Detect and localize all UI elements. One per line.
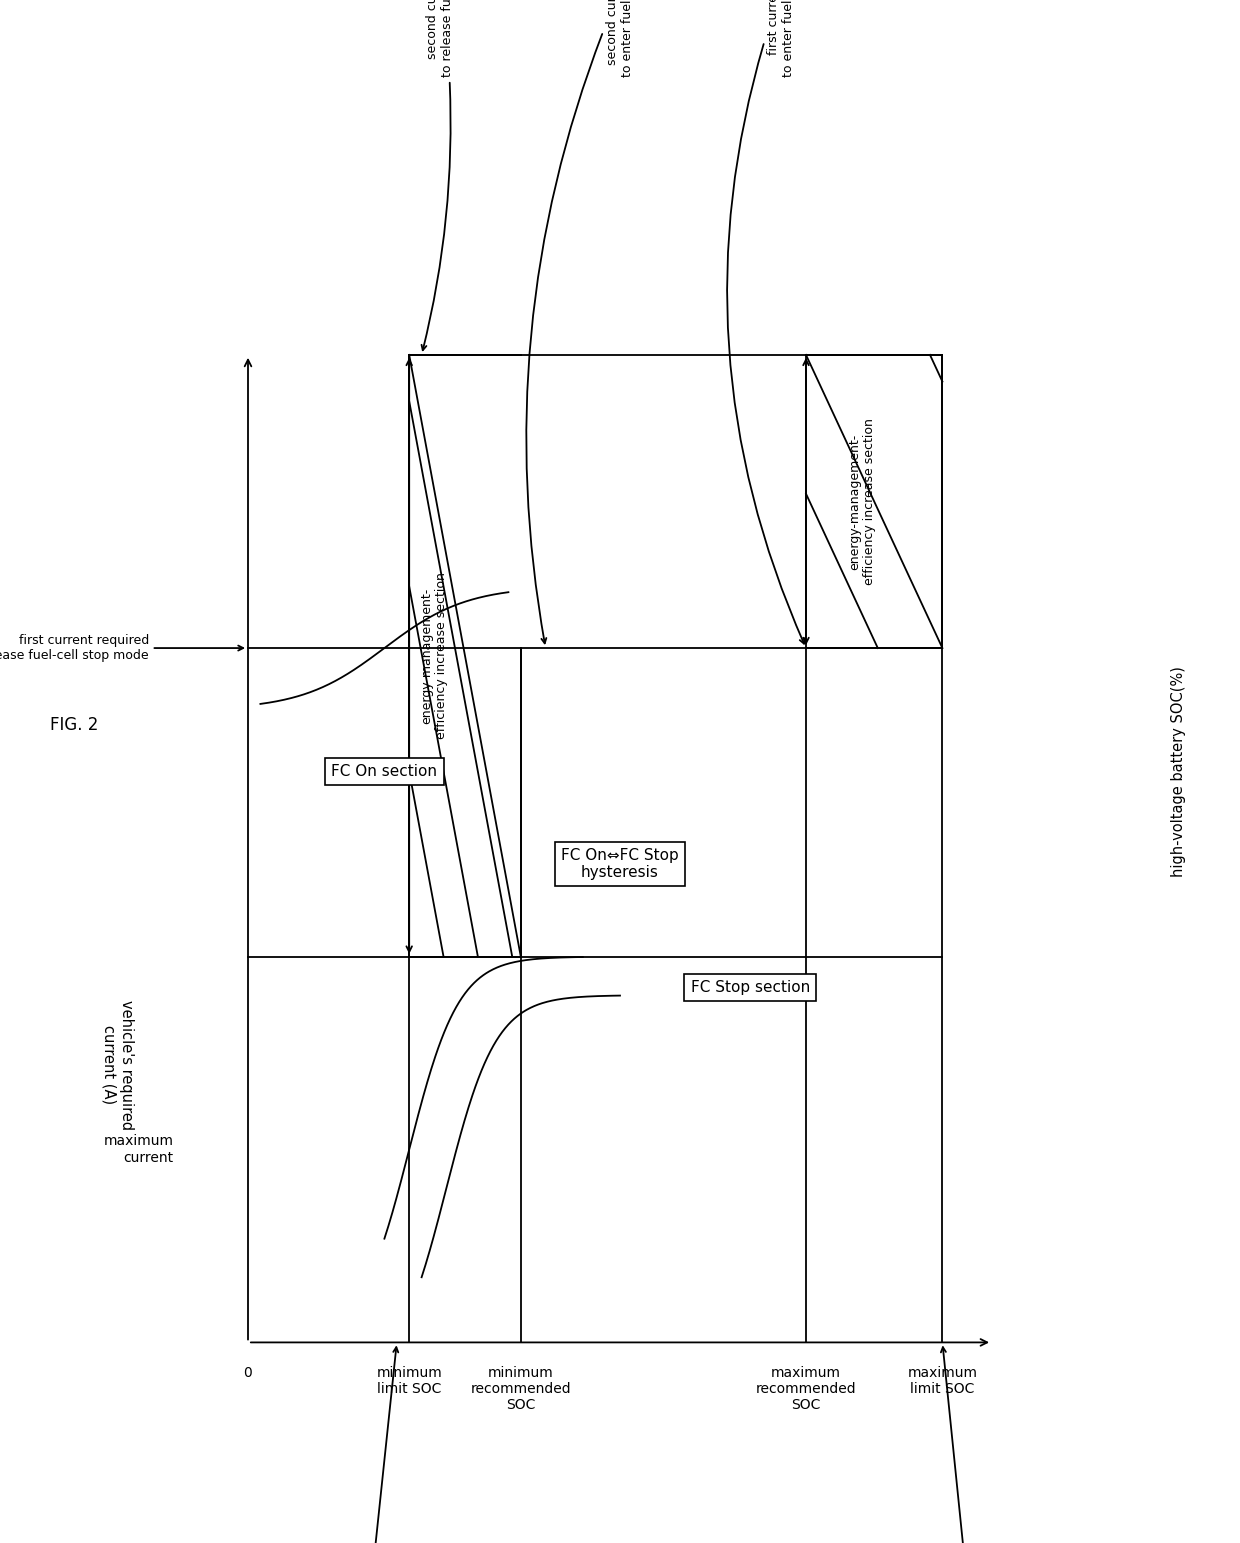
Text: first current required
to enter fuel-cell stop mode: first current required to enter fuel-cel… (727, 0, 805, 643)
Text: energy-management-
efficiency increase section: energy-management- efficiency increase s… (420, 572, 448, 739)
Text: second current required
to enter fuel-cell stop mode: second current required to enter fuel-ce… (526, 0, 634, 643)
Text: second current required
to release
fuel-cell stop mode: second current required to release fuel-… (339, 1347, 398, 1543)
Text: FIG. 2: FIG. 2 (50, 716, 98, 734)
Text: minimum
recommended
SOC: minimum recommended SOC (470, 1366, 572, 1412)
Text: second current required
to release fuel-cell stop mode: second current required to release fuel-… (422, 0, 454, 350)
Text: second current required
to enter fuel-cell stop mode: second current required to enter fuel-ce… (941, 1347, 993, 1543)
Text: maximum
limit SOC: maximum limit SOC (908, 1366, 977, 1396)
Text: vehicle's required
current (A): vehicle's required current (A) (102, 1000, 134, 1129)
Text: 0: 0 (243, 1366, 253, 1379)
Text: maximum
current: maximum current (104, 1134, 174, 1165)
Text: FC On section: FC On section (331, 764, 438, 779)
Text: maximum
recommended
SOC: maximum recommended SOC (755, 1366, 857, 1412)
Text: minimum
limit SOC: minimum limit SOC (376, 1366, 443, 1396)
Text: FC Stop section: FC Stop section (691, 980, 810, 995)
Text: high-voltage battery SOC(%): high-voltage battery SOC(%) (1171, 667, 1185, 876)
Text: energy-management-
efficiency increase section: energy-management- efficiency increase s… (848, 418, 875, 585)
Text: FC On⇔FC Stop
hysteresis: FC On⇔FC Stop hysteresis (562, 849, 678, 880)
Text: first current required
to release fuel-cell stop mode: first current required to release fuel-c… (0, 634, 243, 662)
